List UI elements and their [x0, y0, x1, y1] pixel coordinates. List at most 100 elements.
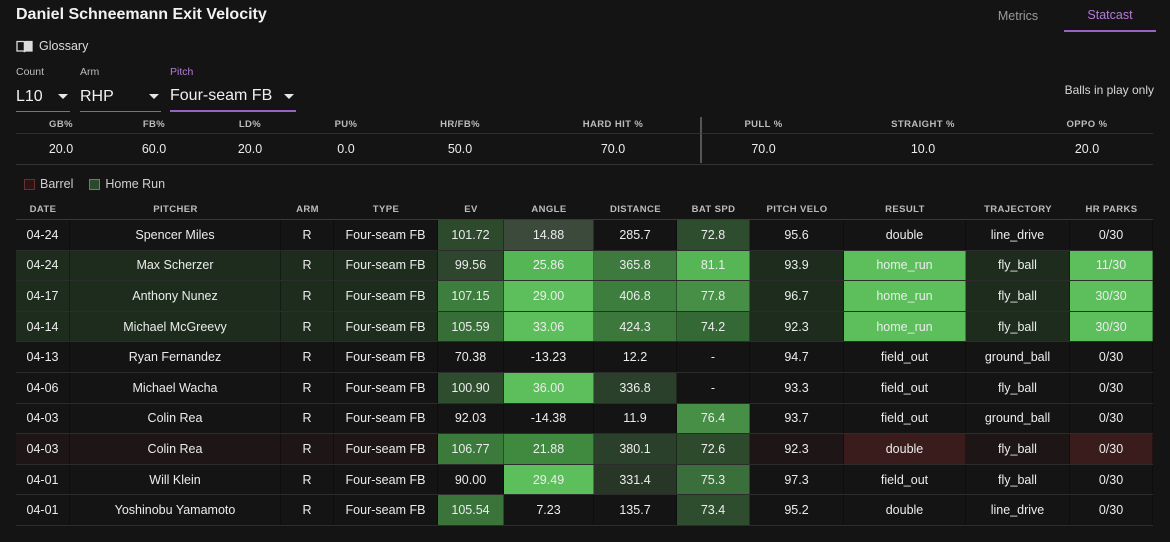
- count-select-value: L10: [16, 87, 43, 105]
- column-header[interactable]: ARM: [296, 204, 319, 215]
- table-cell: home_run: [844, 250, 966, 281]
- summary-header: OPPO %: [1066, 119, 1108, 130]
- table-row[interactable]: 04-14 Michael McGreevy R Four-seam FB 105.59…: [16, 311, 1153, 343]
- table-cell: 72.8: [677, 220, 750, 250]
- table-cell: 11/30: [1070, 250, 1153, 281]
- table-cell: 0/30: [1070, 220, 1153, 250]
- count-filter-label: Count: [16, 66, 45, 78]
- table-cell: 285.7: [594, 220, 677, 250]
- table-cell: Four-seam FB: [334, 342, 438, 372]
- table-cell: 105.59: [438, 311, 504, 342]
- page-title: Daniel Schneemann Exit Velocity: [16, 6, 267, 23]
- table-row[interactable]: 04-24 Spencer Miles R Four-seam FB 101.72 14.…: [16, 220, 1153, 251]
- table-cell: 95.2: [750, 495, 844, 525]
- table-cell: line_drive: [966, 495, 1070, 525]
- table-cell: R: [281, 495, 334, 525]
- table-cell: ground_ball: [966, 342, 1070, 372]
- count-select[interactable]: L10: [16, 86, 70, 112]
- table-body: 04-24 Spencer Miles R Four-seam FB 101.72 14.…: [16, 220, 1153, 526]
- pitch-filter-label: Pitch: [170, 66, 194, 78]
- table-cell: 04-01: [16, 495, 70, 525]
- column-header[interactable]: DATE: [29, 204, 57, 215]
- summary-header-row: GB% FB% LD% PU% HR/FB% HARD HIT % PULL %…: [16, 117, 1153, 133]
- table-row[interactable]: 04-03 Colin Rea R Four-seam FB 106.77 21.88 38…: [16, 434, 1153, 465]
- table-cell: 25.86: [504, 250, 594, 281]
- table-cell: home_run: [844, 281, 966, 311]
- table-cell: R: [281, 403, 334, 434]
- table-cell: 93.9: [750, 250, 844, 281]
- column-header[interactable]: BAT SPD: [691, 204, 736, 215]
- glossary-link[interactable]: Glossary: [16, 39, 88, 53]
- column-header[interactable]: EV: [464, 204, 478, 215]
- table-cell: Colin Rea: [70, 434, 281, 464]
- table-cell: fly_ball: [966, 372, 1070, 403]
- table-cell: 74.2: [677, 311, 750, 342]
- column-header[interactable]: RESULT: [885, 204, 925, 215]
- table-cell: R: [281, 250, 334, 281]
- table-cell: 365.8: [594, 250, 677, 281]
- table-cell: 105.54: [438, 495, 504, 525]
- table-cell: 36.00: [504, 372, 594, 403]
- chevron-down-icon: [58, 94, 68, 99]
- table-row[interactable]: 04-01 Will Klein R Four-seam FB 90.00 29.49 33…: [16, 464, 1153, 496]
- table-cell: Anthony Nunez: [70, 281, 281, 311]
- table-cell: 0/30: [1070, 434, 1153, 464]
- table-cell: 04-17: [16, 281, 70, 311]
- table-cell: double: [844, 495, 966, 525]
- table-row[interactable]: 04-13 Ryan Fernandez R Four-seam FB 70.38 -13…: [16, 342, 1153, 373]
- table-cell: 70.38: [438, 342, 504, 372]
- table-row[interactable]: 04-06 Michael Wacha R Four-seam FB 100.90 36.…: [16, 372, 1153, 404]
- barrel-swatch: [24, 178, 35, 190]
- table-cell: 04-03: [16, 403, 70, 434]
- table-cell: Four-seam FB: [334, 403, 438, 434]
- table-row[interactable]: 04-17 Anthony Nunez R Four-seam FB 107.15 29.…: [16, 281, 1153, 312]
- table-cell: 0/30: [1070, 372, 1153, 403]
- column-header[interactable]: ANGLE: [531, 204, 567, 215]
- table-cell: 30/30: [1070, 311, 1153, 342]
- table-row[interactable]: 04-03 Colin Rea R Four-seam FB 92.03 -14.38 11…: [16, 403, 1153, 435]
- summary-header: STRAIGHT %: [891, 119, 955, 130]
- table-cell: fly_ball: [966, 281, 1070, 311]
- summary-value: 20.0: [202, 133, 298, 163]
- table-cell: R: [281, 311, 334, 342]
- arm-select[interactable]: RHP: [80, 86, 161, 112]
- column-header[interactable]: HR PARKS: [1085, 204, 1138, 215]
- table-cell: 0/30: [1070, 495, 1153, 525]
- batted-ball-summary: GB% FB% LD% PU% HR/FB% HARD HIT % PULL %…: [16, 117, 1153, 165]
- balls-in-play-note: Balls in play only: [1064, 83, 1154, 97]
- column-header[interactable]: DISTANCE: [609, 204, 662, 215]
- table-cell: Ryan Fernandez: [70, 342, 281, 372]
- table-cell: 14.88: [504, 220, 594, 250]
- table-cell: 101.72: [438, 220, 504, 250]
- summary-value: 10.0: [825, 133, 1021, 163]
- pitch-select[interactable]: Four-seam FB: [170, 86, 296, 112]
- table-cell: R: [281, 464, 334, 495]
- column-header[interactable]: TRAJECTORY: [984, 204, 1052, 215]
- column-header[interactable]: PITCH VELO: [766, 204, 828, 215]
- table-cell: 30/30: [1070, 281, 1153, 311]
- table-cell: 94.7: [750, 342, 844, 372]
- column-header[interactable]: PITCHER: [153, 204, 198, 215]
- table-row[interactable]: 04-01 Yoshinobu Yamamoto R Four-seam FB 105.…: [16, 495, 1153, 526]
- table-cell: double: [844, 220, 966, 250]
- table-cell: ground_ball: [966, 403, 1070, 434]
- column-header[interactable]: TYPE: [372, 204, 400, 215]
- table-cell: 92.3: [750, 434, 844, 464]
- legend-barrel: Barrel: [24, 177, 73, 191]
- table-cell: Michael Wacha: [70, 372, 281, 403]
- summary-header: LD%: [238, 119, 262, 130]
- count-filter: Count L10: [16, 66, 70, 112]
- table-cell: 04-06: [16, 372, 70, 403]
- summary-header: HARD HIT %: [582, 119, 644, 130]
- table-cell: 11.9: [594, 403, 677, 434]
- table-cell: R: [281, 281, 334, 311]
- table-cell: 04-01: [16, 464, 70, 495]
- table-row[interactable]: 04-24 Max Scherzer R Four-seam FB 99.56 25.86…: [16, 250, 1153, 282]
- table-cell: 73.4: [677, 495, 750, 525]
- tab-metrics[interactable]: Metrics: [997, 9, 1039, 23]
- table-cell: R: [281, 342, 334, 372]
- table-cell: -: [677, 372, 750, 403]
- table-cell: 90.00: [438, 464, 504, 495]
- table-cell: 76.4: [677, 403, 750, 434]
- tab-statcast[interactable]: Statcast: [1064, 0, 1156, 32]
